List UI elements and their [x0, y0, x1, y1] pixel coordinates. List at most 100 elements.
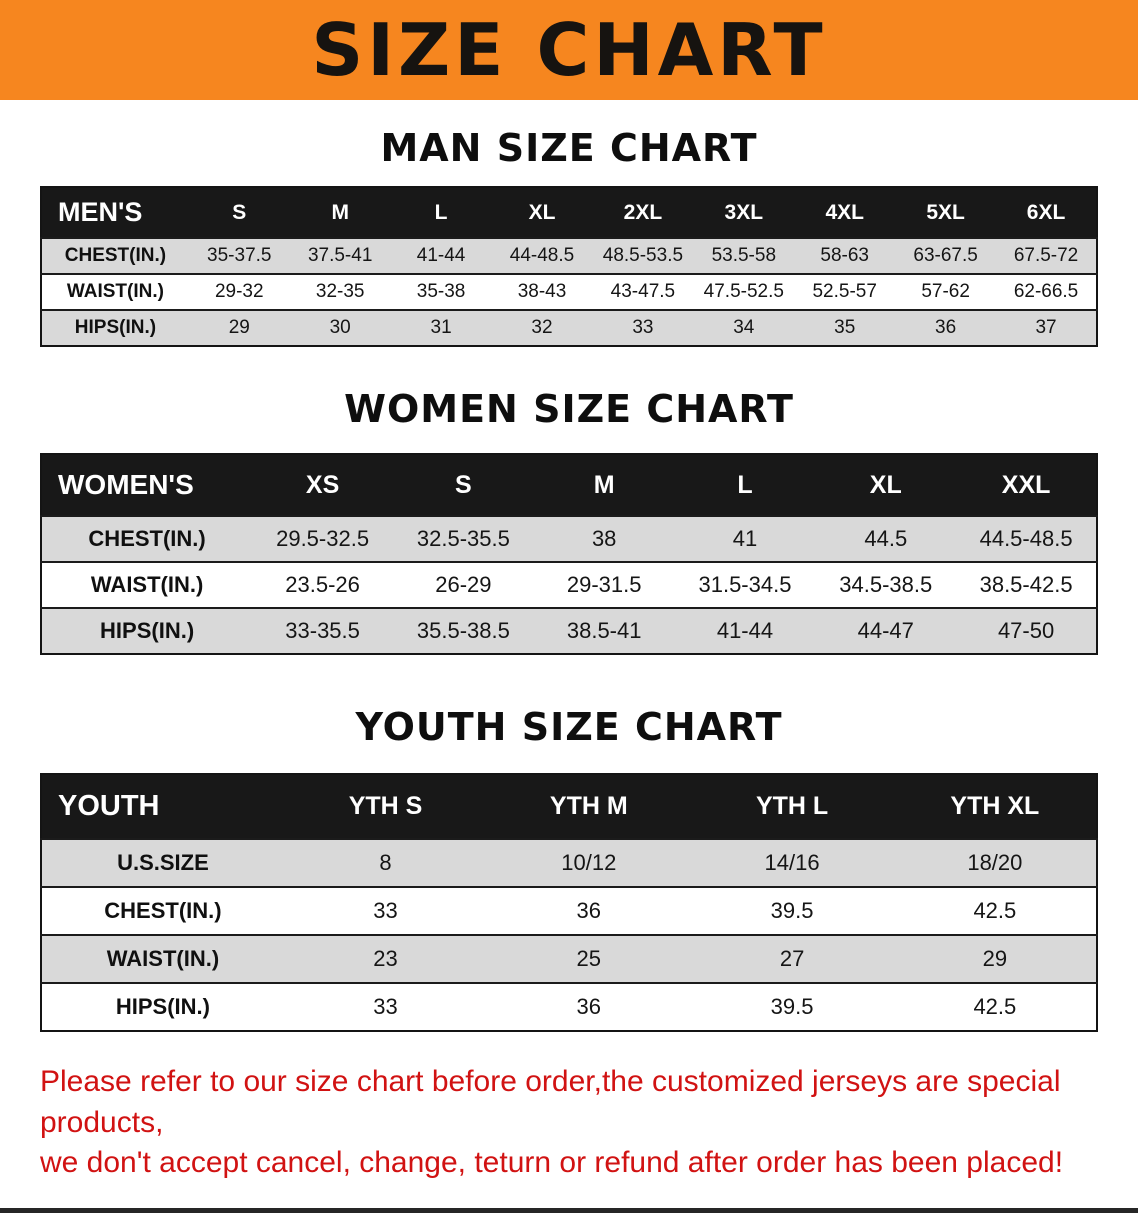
size-value: 29-31.5 — [566, 572, 642, 597]
size-value: 30 — [329, 317, 351, 338]
size-value: 47.5-52.5 — [703, 281, 784, 302]
size-value: 52.5-57 — [812, 281, 877, 302]
size-column-header: YTH M — [487, 774, 691, 839]
row-label: WAIST(IN.) — [66, 281, 164, 302]
size-value: 41-44 — [416, 245, 466, 266]
size-value: 62-66.5 — [1013, 281, 1079, 302]
disclaimer-line-2: we don't accept cancel, change, teturn o… — [40, 1146, 1064, 1179]
youth-size-section: YOUTH SIZE CHART YOUTH YTH S YTH M YTH L YTH… — [0, 705, 1138, 1032]
size-value: 57-62 — [921, 281, 970, 302]
size-value: 33 — [373, 898, 398, 923]
size-value: 26-29 — [435, 572, 492, 597]
youth-table: YOUTH YTH S YTH M YTH L YTH XL U.S.SIZE 8 10/12… — [40, 773, 1098, 1032]
size-column-header: S — [392, 454, 534, 516]
size-column-header: XXL — [956, 454, 1097, 516]
row-label: U.S.SIZE — [117, 850, 209, 875]
size-value: 37.5-41 — [307, 245, 373, 266]
table-row: WAIST(IN.) 23.5-26 26-29 29-31.5 31.5-34.5 34… — [41, 562, 1097, 608]
row-label: HIPS(IN.) — [115, 994, 210, 1019]
size-value: 67.5-72 — [1013, 245, 1079, 266]
size-value: 35.5-38.5 — [416, 618, 510, 643]
size-column-header: XL — [815, 454, 957, 516]
size-value: 18/20 — [967, 850, 1023, 875]
header-row: MEN'S S M L XL 2XL 3XL 4XL 5XL 6XL — [41, 187, 1097, 238]
size-column-header: YTH L — [690, 774, 894, 839]
size-value: 39.5 — [770, 994, 814, 1019]
men-section-heading: MAN SIZE CHART — [380, 126, 758, 170]
size-column-header: M — [533, 454, 675, 516]
size-value: 42.5 — [973, 994, 1017, 1019]
table-row: HIPS(IN.) 29 30 31 32 33 34 35 36 37 — [41, 310, 1097, 346]
size-column-header: L — [390, 187, 492, 238]
size-value: 34 — [733, 317, 755, 338]
size-value: 29 — [228, 317, 250, 338]
size-value: 38.5-42.5 — [979, 572, 1073, 597]
size-value: 31.5-34.5 — [698, 572, 792, 597]
size-column-header: 4XL — [794, 187, 896, 238]
youth-section-heading: YOUTH SIZE CHART — [355, 705, 783, 749]
row-label: HIPS(IN.) — [74, 317, 157, 338]
table-title-cell: WOMEN'S — [41, 454, 253, 516]
table-row: U.S.SIZE 8 10/12 14/16 18/20 — [41, 839, 1097, 887]
men-size-section: MAN SIZE CHART MEN'S S M L XL 2XL 3XL 4XL 5XL 6XL… — [0, 126, 1138, 347]
table-title-cell: MEN'S — [41, 187, 189, 238]
size-value: 53.5-58 — [711, 245, 777, 266]
size-column-header: 6XL — [996, 187, 1097, 238]
size-value: 31 — [430, 317, 452, 338]
header-row: WOMEN'S XS S M L XL XXL — [41, 454, 1097, 516]
size-value: 35 — [834, 317, 856, 338]
table-row: CHEST(IN.) 29.5-32.5 32.5-35.5 38 41 44.5 44.5… — [41, 516, 1097, 562]
size-value: 58-63 — [820, 245, 870, 266]
size-value: 41 — [732, 526, 758, 551]
table-row: WAIST(IN.) 23 25 27 29 — [41, 935, 1097, 983]
size-value: 29.5-32.5 — [276, 526, 370, 551]
row-label: WAIST(IN.) — [106, 946, 220, 971]
table-row: CHEST(IN.) 35-37.5 37.5-41 41-44 44-48.5 48.5… — [41, 238, 1097, 274]
table-row: HIPS(IN.) 33-35.5 35.5-38.5 38.5-41 41-44 44-… — [41, 608, 1097, 654]
size-value: 27 — [779, 946, 805, 971]
size-value: 23 — [373, 946, 398, 971]
size-value: 36 — [576, 994, 602, 1019]
size-column-header: S — [188, 187, 290, 238]
size-value: 35-37.5 — [207, 245, 272, 266]
size-column-header: XL — [491, 187, 593, 238]
size-value: 32.5-35.5 — [416, 526, 510, 551]
size-value: 29 — [982, 946, 1008, 971]
table-row: WAIST(IN.) 29-32 32-35 35-38 38-43 43-47.5 47.… — [41, 274, 1097, 310]
size-value: 42.5 — [973, 898, 1017, 923]
size-value: 38-43 — [517, 281, 567, 302]
disclaimer-line-1: Please refer to our size chart before or… — [40, 1065, 1061, 1139]
size-column-header: 3XL — [693, 187, 795, 238]
row-label: WAIST(IN.) — [90, 572, 204, 597]
size-column-header: XS — [252, 454, 393, 516]
size-column-header: YTH S — [283, 774, 488, 839]
size-value: 8 — [379, 850, 392, 875]
row-label: CHEST(IN.) — [104, 898, 222, 923]
size-value: 33 — [373, 994, 398, 1019]
size-column-header: 2XL — [592, 187, 694, 238]
size-value: 48.5-53.5 — [602, 245, 684, 266]
size-value: 38 — [591, 526, 617, 551]
size-value: 35-38 — [416, 281, 466, 302]
size-value: 33 — [632, 317, 654, 338]
row-label: CHEST(IN.) — [88, 526, 206, 551]
size-value: 32 — [531, 317, 553, 338]
banner: SIZE CHART — [0, 0, 1138, 100]
women-table: WOMEN'S XS S M L XL XXL CHEST(IN.) 29.5-32.5 32.5… — [40, 453, 1098, 655]
size-column-header: YTH XL — [893, 774, 1097, 839]
size-value: 44.5-48.5 — [979, 526, 1073, 551]
row-label: HIPS(IN.) — [100, 618, 195, 643]
size-value: 39.5 — [770, 898, 814, 923]
size-column-header: L — [674, 454, 816, 516]
women-size-table: WOMEN'S XS S M L XL XXL CHEST(IN.) 29.5-32.5 32.5… — [0, 453, 1138, 655]
row-label: CHEST(IN.) — [64, 245, 167, 266]
size-value: 36 — [935, 317, 957, 338]
size-value: 63-67.5 — [913, 245, 978, 266]
disclaimer: Please refer to our size chart before or… — [40, 1062, 1098, 1184]
size-value: 29-32 — [214, 281, 264, 302]
women-size-section: WOMEN SIZE CHART WOMEN'S XS S M L XL XXL CHEST(… — [0, 387, 1138, 655]
table-row: CHEST(IN.) 33 36 39.5 42.5 — [41, 887, 1097, 935]
size-value: 36 — [576, 898, 602, 923]
bottom-border-line — [0, 1207, 1138, 1213]
